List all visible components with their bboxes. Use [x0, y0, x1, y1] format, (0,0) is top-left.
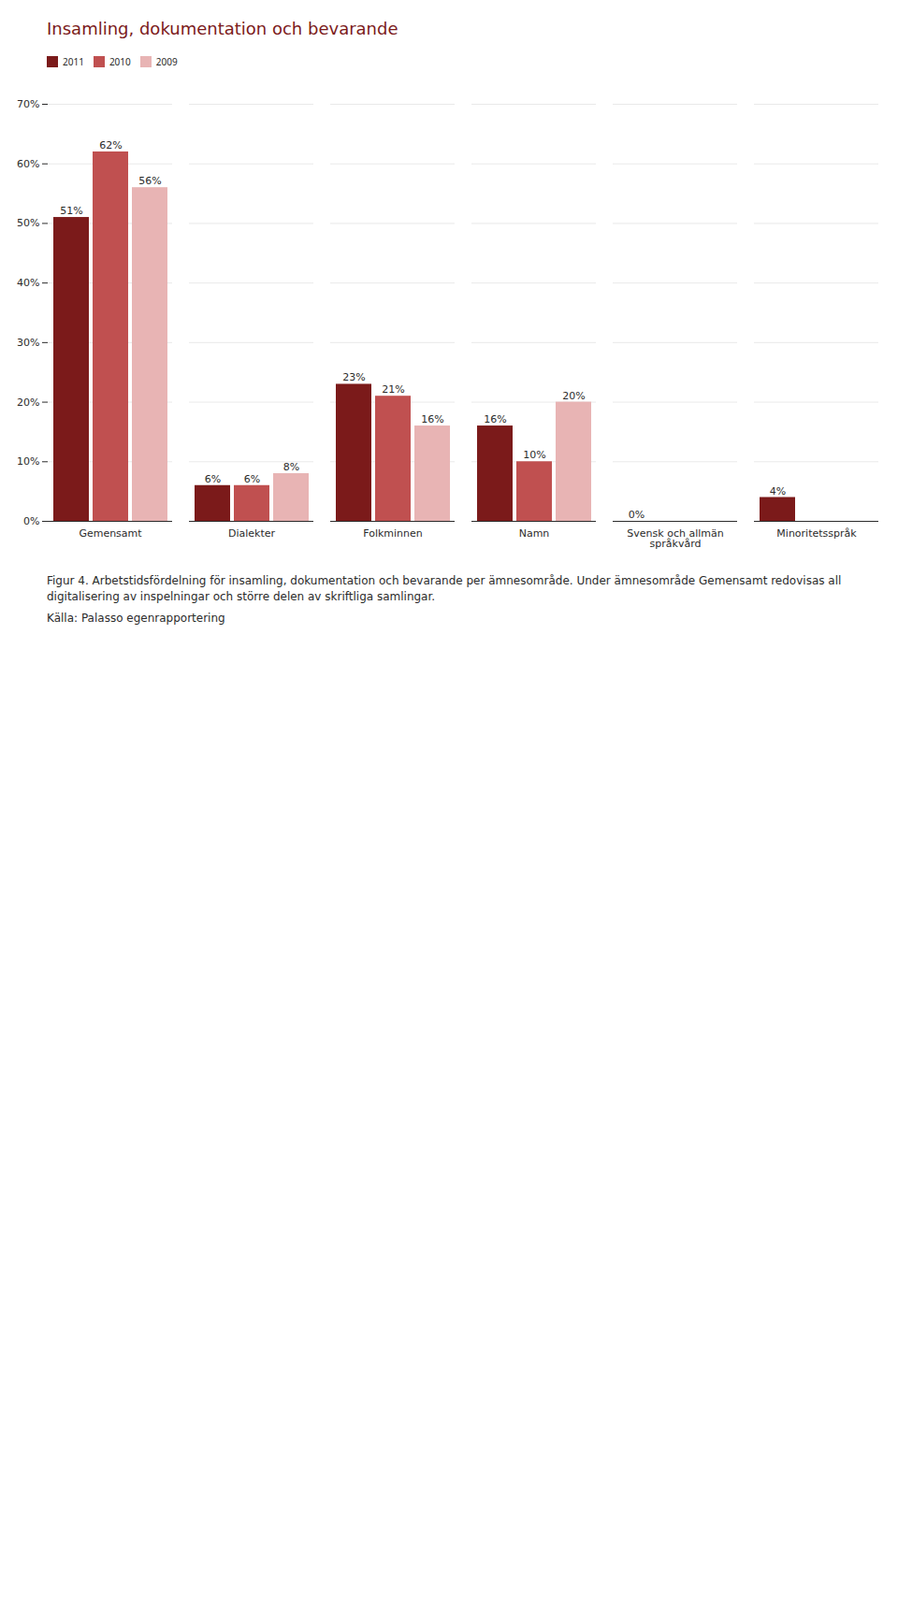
html-text:2010: 2010 — [109, 54, 131, 68]
svg-text:0%: 0% — [23, 515, 40, 528]
svg-text:8%: 8% — [283, 461, 300, 474]
svg-text:40%: 40% — [16, 276, 40, 290]
svg-text:51%: 51% — [59, 204, 83, 218]
svg-text:20%: 20% — [562, 390, 585, 403]
html-text:2011: 2011 — [62, 54, 85, 68]
svg-text:20%: 20% — [16, 396, 40, 409]
svg-text:0%: 0% — [628, 508, 645, 522]
html-text:Källa: Palasso egenrapporterin: Källa: Palasso egenrapportering — [46, 611, 226, 625]
svg-text:23%: 23% — [342, 371, 365, 384]
svg-text:16%: 16% — [420, 413, 444, 426]
svg-text:Minoritetsspråk: Minoritetsspråk — [776, 527, 857, 540]
svg-text:Gemensamt: Gemensamt — [78, 527, 143, 540]
html-text:Insamling, dokumentation och b: Insamling, dokumentation och bevarande — [46, 18, 399, 39]
svg-text:16%: 16% — [483, 413, 507, 426]
svg-text:Namn: Namn — [519, 527, 551, 540]
svg-text:50%: 50% — [16, 217, 40, 230]
svg-text:Svensk och allmänspråkvård: Svensk och allmänspråkvård — [626, 527, 724, 551]
html-text:Figur 4. Arbetstidsfördelning: Figur 4. Arbetstidsfördelning för insaml… — [46, 574, 842, 604]
svg-text:21%: 21% — [381, 383, 405, 396]
svg-text:30%: 30% — [16, 336, 40, 349]
svg-text:Dialekter: Dialekter — [228, 527, 276, 540]
svg-text:6%: 6% — [244, 473, 261, 486]
svg-text:70%: 70% — [16, 98, 40, 111]
svg-text:10%: 10% — [16, 455, 40, 468]
svg-text:Folkminnen: Folkminnen — [362, 527, 423, 540]
html-text:2009: 2009 — [156, 54, 178, 68]
svg-text:6%: 6% — [204, 473, 221, 486]
svg-text:10%: 10% — [522, 449, 546, 462]
svg-text:56%: 56% — [138, 174, 161, 188]
svg-text:4%: 4% — [769, 485, 786, 498]
svg-text:62%: 62% — [99, 139, 122, 152]
svg-text:60%: 60% — [16, 158, 40, 171]
